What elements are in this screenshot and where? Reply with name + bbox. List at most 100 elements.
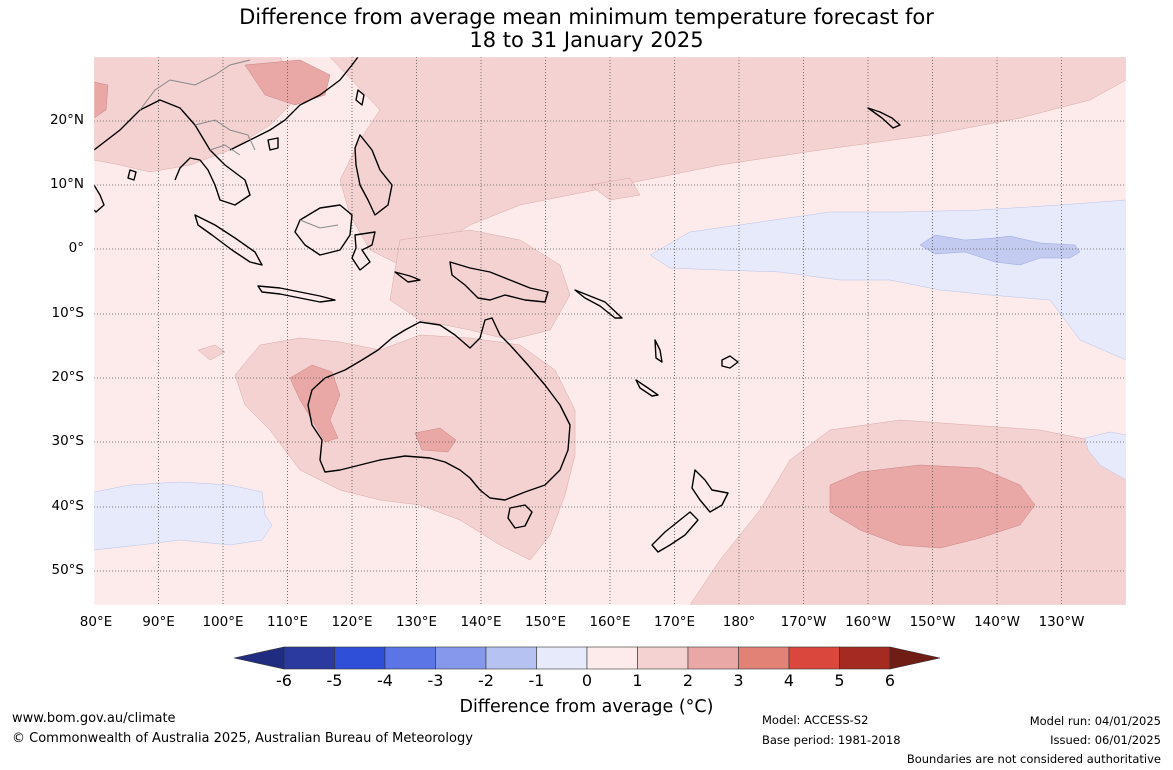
anomaly-neg-east-pacific — [1084, 431, 1126, 481]
colorbar-swatch — [435, 646, 487, 670]
coastlines — [94, 57, 901, 553]
anomaly-neg-south-indian — [94, 481, 273, 551]
colorbar-swatch — [839, 646, 891, 670]
coast-new-zealand-north — [691, 469, 729, 513]
lat-label-50s: 50°S — [51, 562, 85, 578]
lon-label-180: 180° — [722, 614, 756, 630]
anomaly-1-2-south-indian — [197, 344, 226, 361]
coast-sulawesi — [351, 231, 376, 271]
anomaly-1-2-new-guinea — [389, 229, 571, 341]
coast-taiwan — [355, 89, 365, 106]
graticule — [94, 57, 1126, 605]
anomaly-2-3-c-australia — [414, 427, 457, 453]
colorbar-extend-high — [889, 646, 941, 670]
lon-label-160w: 160°W — [845, 614, 891, 630]
coast-mainland-sea — [94, 99, 251, 206]
colorbar-swatch — [283, 646, 335, 670]
coast-fiji — [721, 355, 739, 369]
coast-borneo — [294, 204, 353, 256]
colorbar-tick-label: 5 — [834, 671, 845, 690]
colorbar-swatch — [536, 646, 588, 670]
coast-vanuatu — [654, 339, 663, 363]
colorbar-swatch — [485, 646, 537, 670]
coast-tasmania — [507, 504, 533, 529]
anomaly-2-3-china — [244, 59, 331, 106]
coast-china — [229, 57, 359, 151]
anomaly-neg-2-1-equatorial — [919, 234, 1081, 266]
colorbar-tick-label: -2 — [478, 671, 494, 690]
lon-label-130w: 130°W — [1038, 614, 1085, 630]
colorbar-tick-label: -6 — [276, 671, 292, 690]
lon-label-120e: 120°E — [331, 614, 373, 630]
lat-label-30s: 30°S — [51, 433, 85, 449]
colorbar-tick-label: 2 — [682, 671, 694, 690]
anomaly-field — [94, 57, 1126, 605]
colorbar-tick-label: 6 — [884, 671, 896, 690]
coast-solomons — [574, 289, 623, 319]
colorbar-swatch — [687, 646, 739, 670]
lat-label-10n: 10°N — [49, 176, 84, 192]
coast-india-east — [94, 184, 105, 213]
footer-copyright: © Commonwealth of Australia 2025, Austra… — [12, 731, 473, 746]
anomaly-2-3-w-australia — [289, 364, 341, 443]
map-title-line2: 18 to 31 January 2025 — [469, 28, 704, 52]
anomaly-2-3-south-pacific — [829, 464, 1036, 549]
coast-sri-lanka — [127, 169, 137, 181]
footer-disclaimer: Boundaries are not considered authoritat… — [906, 752, 1161, 766]
footer-issued: Issued: 06/01/2025 — [1050, 733, 1161, 747]
map-title-line1: Difference from average mean minimum tem… — [239, 5, 934, 29]
coast-java — [257, 285, 336, 303]
lat-label-40s: 40°S — [51, 498, 85, 514]
map-frame — [93, 56, 1127, 606]
coast-timor — [394, 271, 421, 283]
colorbar-tick-label: 0 — [581, 671, 593, 690]
colorbar-tick-label: -1 — [528, 671, 545, 690]
colorbar-swatch — [334, 646, 386, 670]
footer-model: Model: ACCESS-S2 — [762, 713, 869, 727]
lon-label-170w: 170°W — [780, 614, 827, 630]
lon-label-140w: 140°W — [974, 614, 1020, 630]
coast-hainan — [267, 137, 279, 151]
lon-label-140e: 140°E — [460, 614, 502, 630]
coast-new-caledonia — [635, 379, 659, 397]
colorbar-tick-label: 3 — [733, 671, 744, 690]
colorbar-swatch — [586, 646, 638, 670]
colorbar-tick-label: -4 — [377, 671, 393, 690]
colorbar-tick-label: -3 — [427, 671, 444, 690]
coast-hawaii — [867, 107, 901, 129]
lon-label-110e: 110°E — [266, 614, 309, 630]
footer-website: www.bom.gov.au/climate — [12, 711, 176, 726]
lat-label-10s: 10°S — [51, 305, 85, 321]
lon-label-150e: 150°E — [524, 614, 567, 630]
coast-sumatra — [194, 214, 263, 266]
footer-base-period: Base period: 1981-2018 — [762, 733, 901, 747]
colorbar-title: Difference from average (°C) — [459, 697, 714, 717]
lon-label-90e: 90°E — [142, 614, 175, 630]
coast-philippines — [354, 134, 393, 216]
anomaly-2-3-india — [94, 81, 109, 119]
lon-label-150w: 150°W — [909, 614, 956, 630]
colorbar — [233, 646, 941, 670]
colorbar-tick-label: 1 — [632, 671, 643, 690]
lon-label-80e: 80°E — [79, 614, 113, 630]
lat-label-20s: 20°S — [51, 369, 85, 385]
footer-model-run: Model run: 04/01/2025 — [1029, 714, 1161, 728]
colorbar-swatch — [637, 646, 689, 670]
colorbar-tick-label: 4 — [783, 671, 795, 690]
anomaly-1-2-central-pacific — [589, 177, 641, 201]
lon-label-100e: 100°E — [202, 614, 244, 630]
colorbar-swatch — [738, 646, 790, 670]
colorbar-extend-low — [233, 646, 285, 670]
colorbar-swatch — [384, 646, 436, 670]
lat-label-20n: 20°N — [49, 112, 84, 128]
colorbar-tick-label: -5 — [326, 671, 343, 690]
lon-label-130e: 130°E — [395, 614, 438, 630]
lon-label-170e: 170°E — [653, 614, 696, 630]
coast-new-zealand-south — [651, 511, 699, 553]
country-borders — [139, 59, 339, 229]
coast-new-guinea — [449, 261, 549, 303]
lat-label-0: 0° — [68, 240, 84, 256]
anomaly-1-2-north-pacific — [329, 57, 1126, 266]
colorbar-swatch — [788, 646, 840, 670]
